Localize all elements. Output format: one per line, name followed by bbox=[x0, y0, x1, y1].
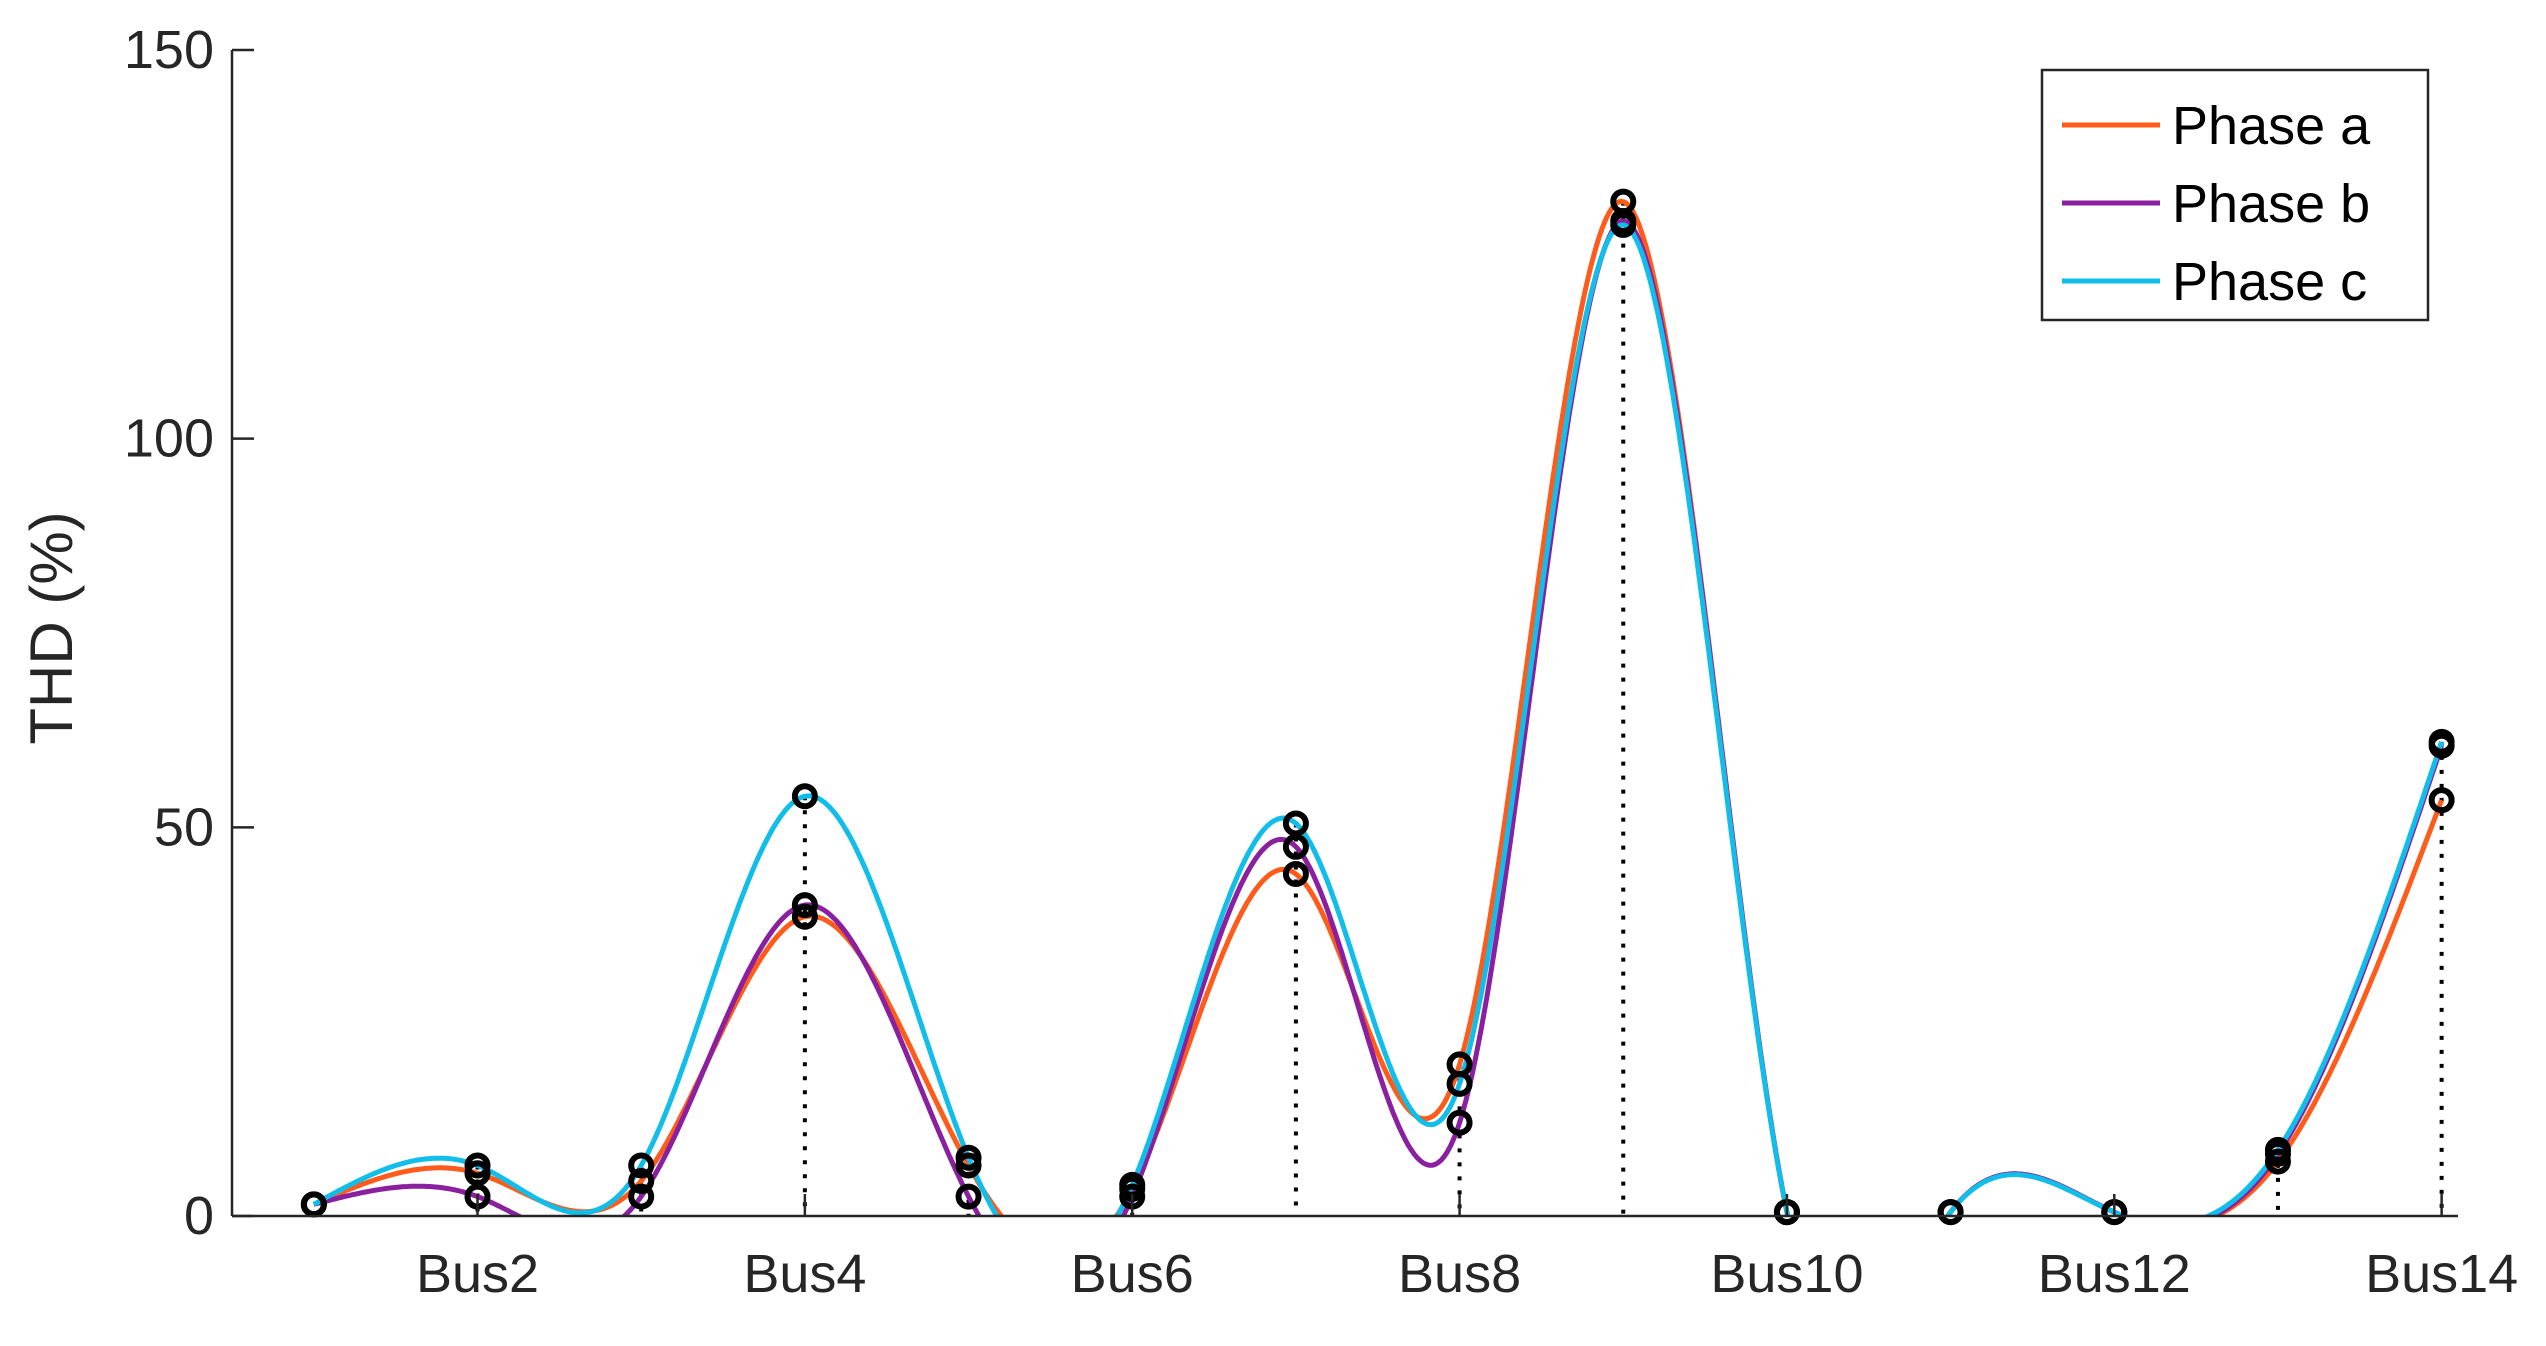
y-axis-title: THD (%) bbox=[18, 511, 85, 744]
data-point-marker bbox=[791, 783, 818, 810]
data-point-marker bbox=[1937, 1199, 1964, 1226]
data-point-marker bbox=[955, 1183, 982, 1210]
data-point-marker bbox=[1610, 211, 1637, 238]
data-point-marker bbox=[791, 892, 818, 919]
data-point-marker bbox=[2428, 787, 2455, 814]
data-point-marker bbox=[1282, 860, 1309, 887]
x-tick-label: Bus12 bbox=[2038, 1244, 2191, 1304]
series-line-phase-c bbox=[2202, 741, 2444, 1216]
markers-group bbox=[300, 188, 2455, 1226]
series-line-phase-a bbox=[312, 913, 1005, 1216]
series-line-phase-c bbox=[1944, 1172, 2132, 1216]
legend-label: Phase a bbox=[2172, 96, 2371, 156]
data-point-marker bbox=[1446, 1109, 1473, 1136]
data-point-marker bbox=[628, 1168, 655, 1195]
data-point-marker bbox=[2264, 1136, 2291, 1163]
series-line-phase-c bbox=[1114, 222, 1791, 1216]
x-tick-label: Bus2 bbox=[416, 1244, 539, 1304]
y-tick-label: 150 bbox=[124, 20, 214, 80]
data-point-marker bbox=[300, 1191, 327, 1218]
y-tick-label: 100 bbox=[124, 409, 214, 469]
series-line-phase-a bbox=[2210, 799, 2444, 1216]
series-line-phase-b bbox=[313, 1183, 525, 1216]
data-point-marker bbox=[2428, 728, 2455, 755]
legend-box bbox=[2040, 68, 2430, 322]
y-tick-label: 50 bbox=[154, 797, 214, 857]
data-point-marker bbox=[791, 903, 818, 930]
data-point-marker bbox=[464, 1152, 491, 1179]
data-point-marker bbox=[1282, 810, 1309, 837]
series-line-phase-b bbox=[2207, 744, 2444, 1216]
x-tick-label: Bus14 bbox=[2365, 1244, 2518, 1304]
data-point-marker bbox=[955, 1144, 982, 1171]
data-point-marker bbox=[1446, 1070, 1473, 1097]
legend-label: Phase b bbox=[2172, 174, 2370, 234]
axes-group: 0 50 100 150 Bus2 Bus4 Bus6 Bus8 Bus10 Bus12 Bus14 bbox=[124, 20, 2518, 1304]
series-line-phase-c bbox=[312, 793, 1000, 1216]
y-tick-label: 0 bbox=[184, 1186, 214, 1246]
x-tick-label: Bus4 bbox=[743, 1244, 866, 1304]
x-tick-label: Bus6 bbox=[1071, 1244, 1194, 1304]
data-point-marker bbox=[628, 1152, 655, 1179]
x-tick-label: Bus8 bbox=[1398, 1244, 1521, 1304]
data-point-marker bbox=[1282, 833, 1309, 860]
legend: Phase a Phase b Phase c bbox=[2040, 68, 2430, 322]
series-line-phase-b bbox=[620, 902, 982, 1216]
x-tick-label: Bus10 bbox=[1710, 1244, 1863, 1304]
legend-label: Phase c bbox=[2172, 252, 2367, 312]
series-line-phase-b bbox=[1120, 218, 1791, 1216]
y-axis-title-group: THD (%) bbox=[18, 511, 85, 744]
data-point-marker bbox=[628, 1183, 655, 1210]
series-curves-group bbox=[312, 198, 2444, 1216]
